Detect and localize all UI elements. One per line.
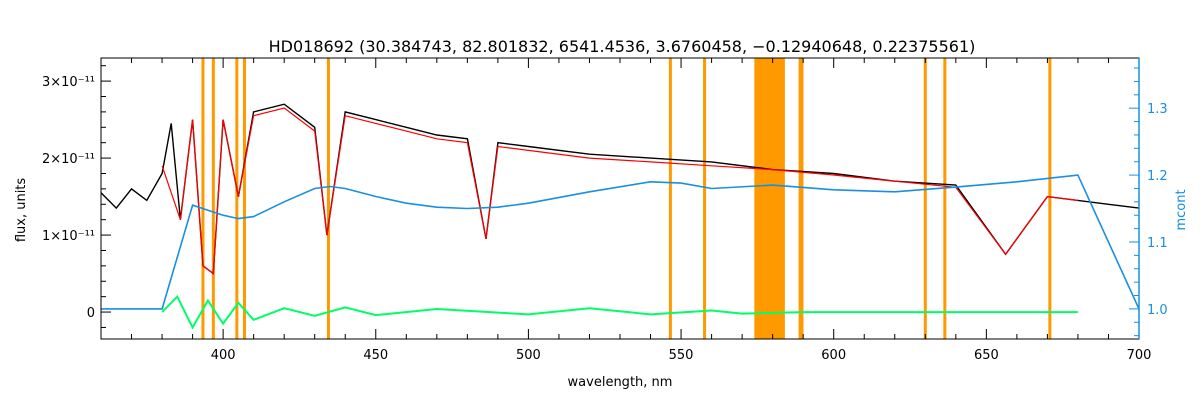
y-tick-label: 0	[87, 306, 95, 321]
y-axis-label: flux, units	[14, 178, 29, 243]
continuum-line	[101, 174, 1140, 310]
x-tick-label: 550	[669, 348, 694, 363]
x-tick-label: 700	[1127, 348, 1152, 363]
residual-line	[161, 295, 1078, 330]
x-tick-label: 450	[363, 348, 388, 363]
plot-frame	[100, 57, 1140, 340]
model-flux-line	[161, 107, 1078, 275]
x-tick-label: 650	[974, 348, 999, 363]
mask-layer	[201, 58, 1052, 339]
observed-flux-line	[100, 103, 1140, 275]
series-layer	[100, 103, 1140, 330]
y2-tick-label: 1.2	[1147, 169, 1168, 184]
x-tick-label: 500	[516, 348, 541, 363]
y2-tick-label: 1.1	[1147, 236, 1168, 251]
mask-band	[754, 58, 785, 339]
y-tick-label: 1×10⁻¹¹	[42, 229, 95, 244]
y2-axis-label: mcont	[1174, 189, 1189, 230]
axes-layer: 400 450 500 550 600 650 700 0 1×10⁻¹¹ 2×10⁻¹¹ 3×10…	[42, 57, 1168, 363]
x-tick-label: 600	[821, 348, 846, 363]
y-tick-label: 2×10⁻¹¹	[42, 152, 95, 167]
y2-tick-label: 1.0	[1147, 303, 1168, 318]
x-axis-label: wavelength, nm	[568, 375, 673, 390]
x-tick-label: 400	[211, 348, 236, 363]
y-tick-label: 3×10⁻¹¹	[42, 75, 95, 90]
chart-title: HD018692 (30.384743, 82.801832, 6541.453…	[269, 37, 976, 56]
y2-tick-label: 1.3	[1147, 102, 1168, 117]
